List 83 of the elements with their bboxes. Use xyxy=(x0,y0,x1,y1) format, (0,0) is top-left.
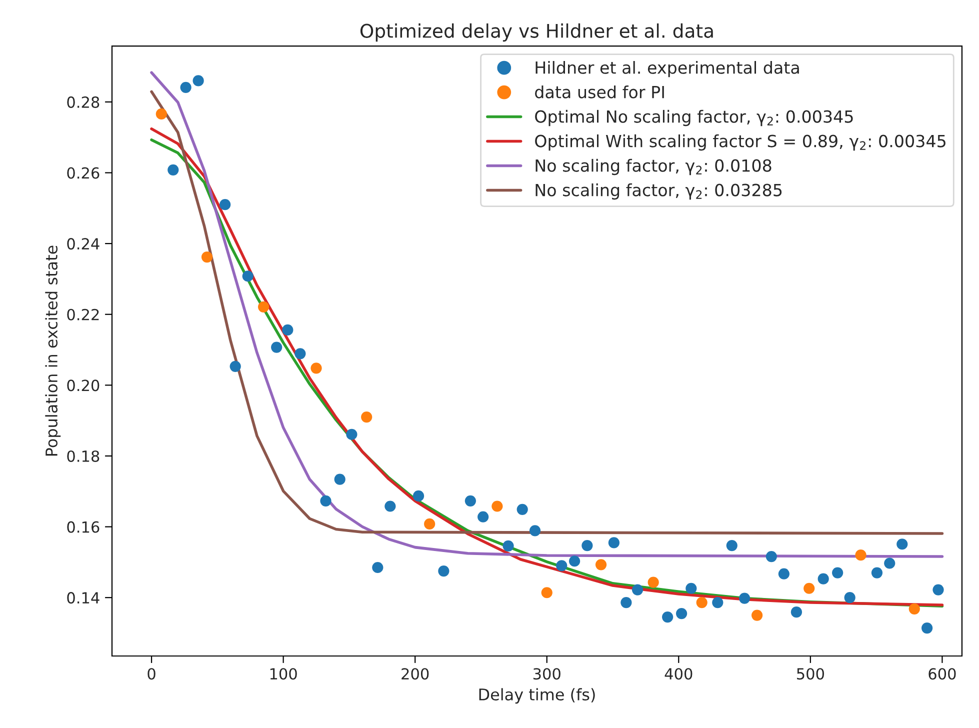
point xyxy=(424,518,436,530)
point xyxy=(620,596,632,608)
point xyxy=(871,567,883,578)
point xyxy=(230,360,241,372)
x-tick-label: 500 xyxy=(797,668,824,680)
legend-label: Hildner et al. experimental data xyxy=(536,61,799,78)
y-tick-label: 0.24 xyxy=(67,238,100,250)
x-tick-label: 600 xyxy=(928,668,956,680)
point xyxy=(529,525,541,536)
legend-label: Optimal No scaling factor, γ$_{2}$: 0.00345 xyxy=(535,110,853,126)
point xyxy=(502,540,514,552)
point xyxy=(696,596,708,608)
point xyxy=(766,550,777,562)
point xyxy=(608,537,620,548)
point xyxy=(541,587,552,598)
chart-title: Optimized delay vs Hildner et al. data xyxy=(360,23,713,42)
point xyxy=(790,606,802,618)
point xyxy=(346,428,358,440)
point xyxy=(844,592,856,604)
y-tick-label: 0.26 xyxy=(67,167,100,179)
point xyxy=(492,500,503,512)
x-tick-label: 400 xyxy=(664,668,692,680)
point xyxy=(258,301,270,312)
point xyxy=(180,82,192,93)
point xyxy=(676,608,688,620)
point xyxy=(320,495,332,506)
legend-label: Optimal With scaling factor S = 0.89, γ$_{2}$: 0.00345 xyxy=(535,134,946,151)
point xyxy=(751,610,763,621)
point xyxy=(595,559,607,570)
point xyxy=(778,568,790,580)
point xyxy=(242,270,254,282)
point xyxy=(310,362,322,374)
point xyxy=(832,567,844,578)
y-axis-title: Population in excited state xyxy=(45,246,61,456)
point xyxy=(282,324,294,336)
point xyxy=(568,556,580,567)
point xyxy=(726,540,738,552)
x-axis-title: Delay time (fs) xyxy=(479,688,595,704)
point xyxy=(334,474,346,485)
legend-label: data used for PI xyxy=(535,85,664,98)
point xyxy=(908,603,920,614)
point xyxy=(361,411,372,423)
y-tick-label: 0.22 xyxy=(67,308,99,320)
point xyxy=(372,562,384,574)
point xyxy=(412,490,424,502)
y-tick-label: 0.28 xyxy=(67,96,100,108)
legend-label: No scaling factor, γ$_{2}$: 0.0108 xyxy=(536,158,772,176)
x-tick-label: 200 xyxy=(402,668,429,680)
point xyxy=(582,540,593,552)
point xyxy=(818,573,829,584)
point xyxy=(478,511,489,522)
point xyxy=(804,582,815,594)
x-tick-label: 300 xyxy=(533,668,560,680)
point xyxy=(384,500,396,512)
point xyxy=(192,75,204,86)
point xyxy=(738,592,750,604)
point xyxy=(921,622,933,634)
point xyxy=(220,199,231,210)
point xyxy=(686,582,697,594)
point xyxy=(156,108,167,120)
x-tick-label: 100 xyxy=(270,668,297,680)
point xyxy=(168,164,179,176)
point xyxy=(556,560,568,572)
point xyxy=(271,342,282,353)
point xyxy=(648,576,659,588)
point xyxy=(932,584,944,596)
point xyxy=(712,596,724,608)
point xyxy=(201,251,213,263)
point xyxy=(896,538,908,550)
point xyxy=(294,348,306,360)
y-tick-label: 0.14 xyxy=(67,592,100,604)
x-tick-label: 0 xyxy=(148,668,156,680)
point xyxy=(464,495,476,506)
point xyxy=(438,565,450,577)
legend-label: No scaling factor, γ$_{2}$: 0.03285 xyxy=(536,183,782,200)
point xyxy=(855,550,866,561)
point xyxy=(632,584,644,596)
y-tick-label: 0.18 xyxy=(67,450,100,462)
y-tick-label: 0.16 xyxy=(67,521,100,533)
point xyxy=(884,558,896,569)
y-tick-label: 0.20 xyxy=(67,380,100,392)
point xyxy=(662,612,674,623)
point xyxy=(516,504,528,515)
